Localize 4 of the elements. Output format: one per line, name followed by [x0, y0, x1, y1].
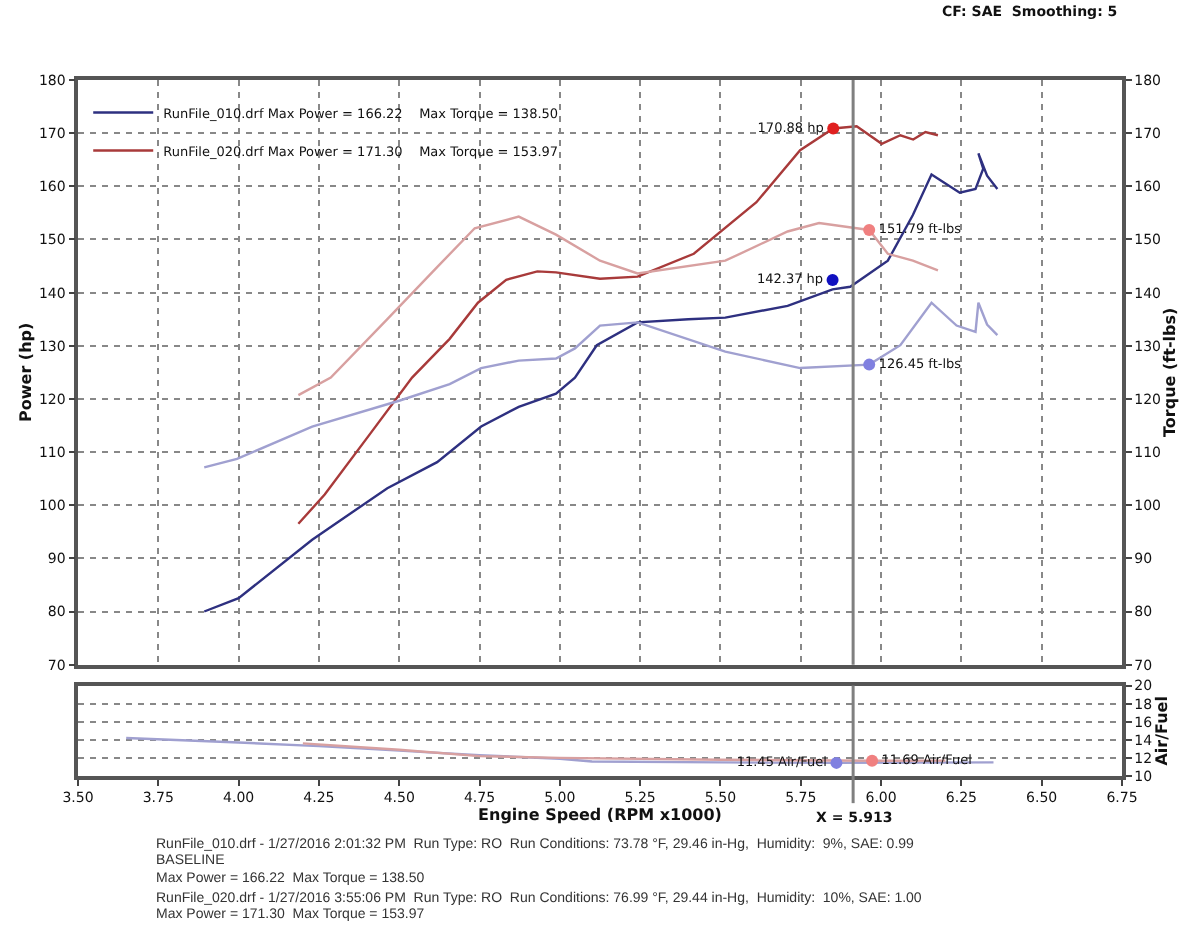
y2-axis-title: Air/Fuel: [1153, 695, 1172, 766]
x-axis-title: Engine Speed (RPM x1000): [478, 806, 722, 825]
y2-axis-title: Torque (ft-lbs): [1161, 307, 1180, 437]
y-axis-title: Power (hp): [17, 322, 36, 422]
